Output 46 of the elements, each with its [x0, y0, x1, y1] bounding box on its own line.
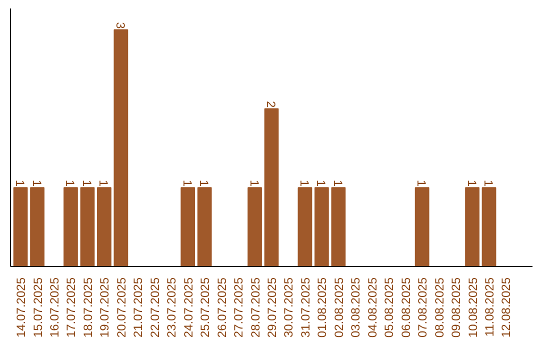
data-label: 3	[113, 22, 128, 30]
x-tick-label: 16.07.2025	[48, 277, 62, 338]
x-tick-label: 14.07.2025	[14, 277, 28, 338]
data-label: 1	[63, 180, 78, 187]
x-tick-label: 19.07.2025	[98, 277, 112, 338]
x-tick-label: 05.08.2025	[382, 277, 396, 338]
x-tick-label: 03.08.2025	[348, 277, 363, 338]
x-tick-label: 21.07.2025	[131, 277, 146, 338]
x-tick-label: 08.08.2025	[432, 277, 446, 338]
data-label: 1	[314, 180, 328, 187]
x-tick-label: 10.08.2025	[466, 277, 480, 338]
x-tick-label: 30.07.2025	[282, 277, 296, 338]
data-label: 1	[330, 180, 345, 187]
x-tick-label: 04.08.2025	[365, 277, 380, 338]
x-tick-label: 12.08.2025	[499, 277, 514, 338]
data-label: 1	[197, 180, 212, 187]
x-tick-label: 01.08.2025	[315, 277, 330, 338]
data-label: 1	[247, 180, 262, 187]
data-label: 1	[30, 180, 44, 187]
x-tick-label: 07.08.2025	[416, 277, 430, 338]
x-tick-label: 22.07.2025	[148, 277, 162, 338]
x-tick-label: 09.08.2025	[449, 277, 464, 338]
x-tick-label: 23.07.2025	[164, 277, 179, 338]
data-label: 1	[464, 180, 479, 187]
x-tick-label: 06.08.2025	[398, 277, 413, 338]
x-tick-label: 26.07.2025	[214, 277, 229, 338]
x-tick-label: 20.07.2025	[114, 277, 128, 338]
x-tick-label: 25.07.2025	[198, 277, 212, 338]
x-tick-label: 17.07.2025	[64, 277, 78, 338]
x-tick-label: 15.07.2025	[30, 277, 45, 338]
data-label: 1	[96, 180, 111, 187]
x-tick-label: 28.07.2025	[248, 277, 262, 338]
x-tick-label: 27.07.2025	[232, 277, 246, 338]
data-label: 1	[13, 180, 28, 187]
x-tick-label: 18.07.2025	[80, 277, 95, 338]
data-label: 1	[180, 180, 194, 187]
data-label: 1	[414, 180, 429, 187]
data-label: 1	[80, 180, 94, 187]
data-label: 1	[297, 180, 312, 187]
x-tick-label: 29.07.2025	[265, 277, 279, 338]
x-tick-label: 02.08.2025	[332, 277, 346, 338]
x-tick-label: 11.08.2025	[482, 277, 496, 337]
data-label: 2	[264, 101, 278, 108]
x-tick-label: 31.07.2025	[298, 277, 312, 338]
data-label: 1	[482, 180, 496, 187]
x-tick-label: 24.07.2025	[181, 277, 196, 338]
